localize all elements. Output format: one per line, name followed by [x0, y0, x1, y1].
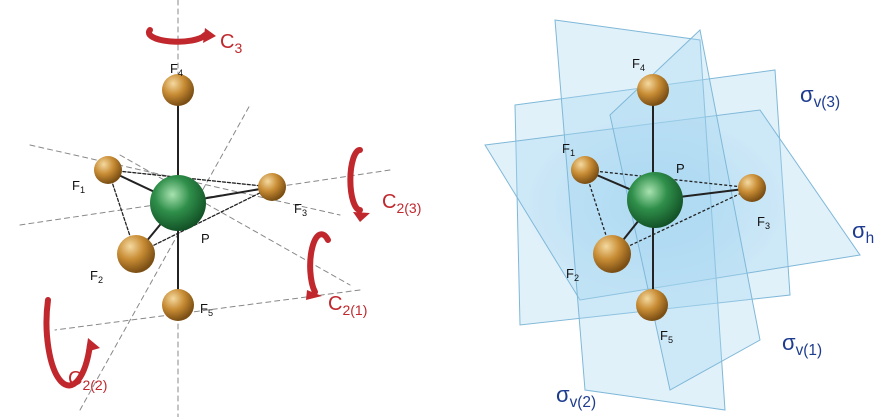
atom-label: F3: [757, 214, 770, 231]
atom-label: F4: [170, 61, 183, 78]
symbol: C: [328, 293, 342, 315]
triangle: [584, 169, 753, 255]
atom-p: [627, 172, 683, 228]
symbol: F: [294, 201, 302, 216]
atom-label: P: [676, 161, 685, 176]
plane-label: σv(1): [782, 330, 822, 359]
symbol: C: [68, 368, 82, 390]
symbol: F: [200, 301, 208, 316]
symbol: σ: [852, 218, 866, 243]
symbol: F: [660, 328, 668, 343]
symbol: F: [90, 268, 98, 283]
symbol: F: [562, 141, 570, 156]
right-panel: P F1 F2 F3 F4 F5 σv(3) σh σv(1) σv(2): [484, 19, 874, 411]
atom-p: [150, 175, 206, 231]
subscript: 3: [765, 221, 770, 231]
symbol: σ: [800, 82, 814, 107]
atom-f4: [162, 74, 194, 106]
subscript: 2(1): [342, 302, 367, 318]
atom-f5: [636, 289, 668, 321]
atom-f2: [593, 235, 631, 273]
atom-label: F2: [566, 266, 579, 283]
subscript: v(1): [796, 342, 823, 359]
symbol: σ: [556, 382, 570, 407]
atom-f1: [571, 156, 599, 184]
symbol: P: [676, 161, 685, 176]
plane-label: σv(3): [800, 82, 840, 111]
arrow-heads: [86, 28, 370, 352]
atom-label: F4: [632, 56, 645, 73]
symbol: P: [201, 231, 210, 246]
subscript: 3: [302, 208, 307, 218]
axis-label: C2(1): [328, 293, 367, 318]
symbol: F: [632, 56, 640, 71]
subscript: v(2): [570, 394, 597, 411]
subscript: 1: [570, 148, 575, 158]
atom-f2: [117, 235, 155, 273]
symbol: C: [382, 191, 396, 213]
atom-label: F1: [562, 141, 575, 158]
plane-label: σv(2): [556, 382, 596, 411]
atom-label: F1: [72, 178, 85, 195]
subscript: h: [866, 230, 875, 247]
subscript: 5: [668, 335, 673, 345]
axis-label: C2(2): [68, 368, 107, 393]
subscript: 2: [98, 275, 103, 285]
atom-f4: [637, 74, 669, 106]
atom-f3: [738, 174, 766, 202]
atom-label: F5: [660, 328, 673, 345]
axis-label: C2(3): [382, 191, 421, 216]
axis-label: C3: [220, 31, 242, 56]
symbol: σ: [782, 330, 796, 355]
symbol: C: [220, 31, 234, 53]
subscript: 4: [640, 63, 645, 73]
subscript: 2: [574, 273, 579, 283]
rotation-arrows: [43, 27, 363, 389]
subscript: 3: [234, 40, 242, 56]
subscript: v(3): [814, 94, 841, 111]
atom-f5: [162, 289, 194, 321]
subscript: 4: [178, 68, 183, 78]
subscript: 2(3): [396, 200, 421, 216]
symbol: F: [566, 266, 574, 281]
atom-label: F2: [90, 268, 103, 285]
atom-f3: [258, 173, 286, 201]
atom-label: F5: [200, 301, 213, 318]
atom-label: P: [201, 231, 210, 246]
left-panel: P F1 F2 F3 F4 F5 C3 C2(3) C2(1) C2(2): [19, 0, 421, 417]
symbol: F: [72, 178, 80, 193]
atom-f1: [94, 156, 122, 184]
symbol: F: [170, 61, 178, 76]
subscript: 5: [208, 308, 213, 318]
subscript: 2(2): [82, 377, 107, 393]
atom-label: F3: [294, 201, 307, 218]
plane-label: σh: [852, 218, 874, 247]
symbol: F: [757, 214, 765, 229]
subscript: 1: [80, 185, 85, 195]
